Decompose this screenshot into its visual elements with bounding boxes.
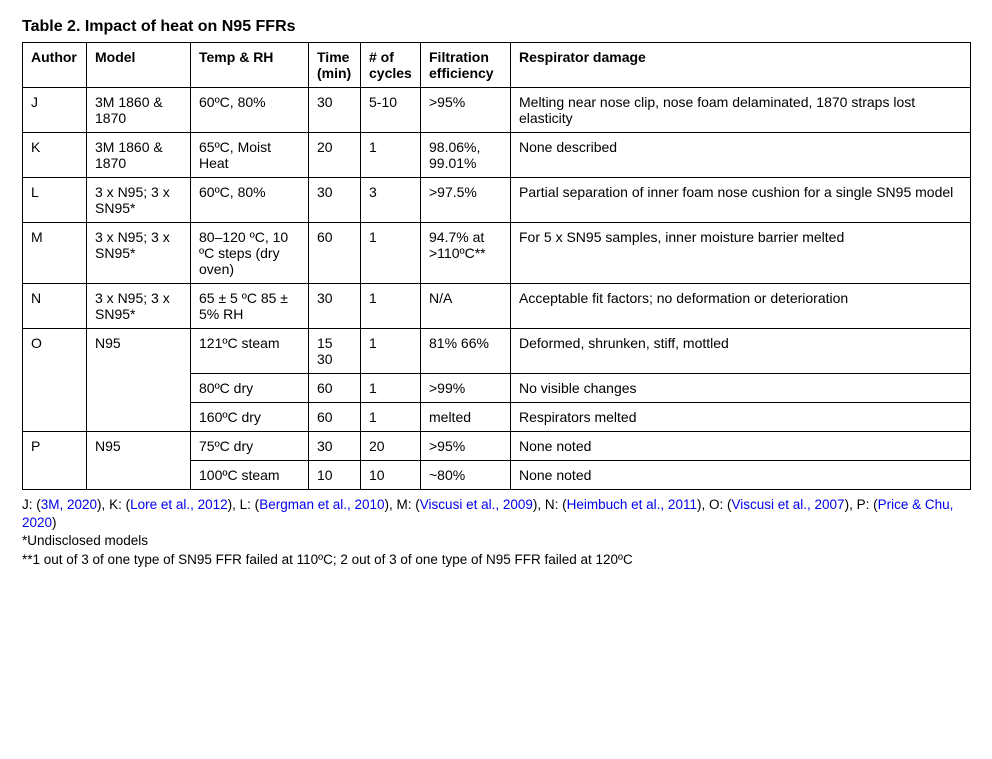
cell-time: 30 (309, 88, 361, 133)
cell-cycles: 1 (361, 403, 421, 432)
col-header-temp: Temp & RH (191, 43, 309, 88)
cell-model: 3M 1860 & 1870 (87, 88, 191, 133)
table-row: J 3M 1860 & 1870 60ºC, 80% 30 5-10 >95% … (23, 88, 971, 133)
cell-cycles: 3 (361, 178, 421, 223)
cell-filtration: 98.06%, 99.01% (421, 133, 511, 178)
footnote-failure: **1 out of 3 of one type of SN95 FFR fai… (22, 551, 970, 569)
cell-damage: Melting near nose clip, nose foam delami… (511, 88, 971, 133)
cell-temp: 65ºC, Moist Heat (191, 133, 309, 178)
citation-link[interactable]: 3M, 2020 (41, 497, 97, 512)
cell-damage: Deformed, shrunken, stiff, mottled (511, 329, 971, 374)
cell-temp: 80–120 ºC, 10 ºC steps (dry oven) (191, 223, 309, 284)
table-row: M 3 x N95; 3 x SN95* 80–120 ºC, 10 ºC st… (23, 223, 971, 284)
cell-temp: 100ºC steam (191, 461, 309, 490)
citation-link[interactable]: Bergman et al., 2010 (259, 497, 384, 512)
cell-cycles: 10 (361, 461, 421, 490)
cell-damage: None noted (511, 432, 971, 461)
cell-temp: 65 ± 5 ºC 85 ± 5% RH (191, 284, 309, 329)
col-header-cycles: # of cycles (361, 43, 421, 88)
cell-filtration: 81% 66% (421, 329, 511, 374)
cell-temp: 75ºC dry (191, 432, 309, 461)
cell-damage: Acceptable fit factors; no deformation o… (511, 284, 971, 329)
cell-time: 30 (309, 178, 361, 223)
cell-filtration: melted (421, 403, 511, 432)
footnote-undisclosed: *Undisclosed models (22, 532, 970, 550)
cell-author: L (23, 178, 87, 223)
cell-model: N95 (87, 329, 191, 432)
footnote-refs: J: (3M, 2020), K: (Lore et al., 2012), L… (22, 496, 970, 532)
cell-filtration: >99% (421, 374, 511, 403)
cell-cycles: 1 (361, 329, 421, 374)
col-header-author: Author (23, 43, 87, 88)
cell-damage: No visible changes (511, 374, 971, 403)
cell-damage: Partial separation of inner foam nose cu… (511, 178, 971, 223)
col-header-filtration: Filtration efficiency (421, 43, 511, 88)
heat-impact-table: Author Model Temp & RH Time (min) # of c… (22, 42, 971, 490)
table-row: N 3 x N95; 3 x SN95* 65 ± 5 ºC 85 ± 5% R… (23, 284, 971, 329)
cell-cycles: 20 (361, 432, 421, 461)
cell-filtration: ~80% (421, 461, 511, 490)
cell-temp: 60ºC, 80% (191, 178, 309, 223)
citation-link[interactable]: Viscusi et al., 2009 (420, 497, 533, 512)
table-header-row: Author Model Temp & RH Time (min) # of c… (23, 43, 971, 88)
cell-time: 60 (309, 374, 361, 403)
cell-model: N95 (87, 432, 191, 490)
citation-link[interactable]: Viscusi et al., 2007 (731, 497, 844, 512)
table-footnotes: J: (3M, 2020), K: (Lore et al., 2012), L… (22, 496, 970, 569)
cell-time: 20 (309, 133, 361, 178)
col-header-model: Model (87, 43, 191, 88)
table-row: O N95 121ºC steam 15 30 1 81% 66% Deform… (23, 329, 971, 374)
cell-author: O (23, 329, 87, 432)
table-caption: Table 2. Impact of heat on N95 FFRs (22, 18, 970, 36)
cell-time: 30 (309, 284, 361, 329)
cell-model: 3 x N95; 3 x SN95* (87, 223, 191, 284)
cell-temp: 80ºC dry (191, 374, 309, 403)
col-header-time: Time (min) (309, 43, 361, 88)
table-row: L 3 x N95; 3 x SN95* 60ºC, 80% 30 3 >97.… (23, 178, 971, 223)
cell-temp: 121ºC steam (191, 329, 309, 374)
cell-filtration: 94.7% at >110ºC** (421, 223, 511, 284)
cell-damage: For 5 x SN95 samples, inner moisture bar… (511, 223, 971, 284)
cell-author: M (23, 223, 87, 284)
citation-link[interactable]: Heimbuch et al., 2011 (567, 497, 697, 512)
cell-time: 10 (309, 461, 361, 490)
cell-time: 30 (309, 432, 361, 461)
cell-cycles: 1 (361, 133, 421, 178)
cell-damage: None noted (511, 461, 971, 490)
cell-temp: 60ºC, 80% (191, 88, 309, 133)
cell-cycles: 1 (361, 374, 421, 403)
col-header-damage: Respirator damage (511, 43, 971, 88)
cell-cycles: 5-10 (361, 88, 421, 133)
cell-temp: 160ºC dry (191, 403, 309, 432)
cell-cycles: 1 (361, 223, 421, 284)
cell-author: K (23, 133, 87, 178)
cell-damage: Respirators melted (511, 403, 971, 432)
cell-author: J (23, 88, 87, 133)
cell-filtration: >95% (421, 88, 511, 133)
table-row: K 3M 1860 & 1870 65ºC, Moist Heat 20 1 9… (23, 133, 971, 178)
cell-author: P (23, 432, 87, 490)
cell-filtration: >95% (421, 432, 511, 461)
cell-time: 60 (309, 223, 361, 284)
cell-damage: None described (511, 133, 971, 178)
cell-model: 3M 1860 & 1870 (87, 133, 191, 178)
cell-time: 60 (309, 403, 361, 432)
cell-model: 3 x N95; 3 x SN95* (87, 284, 191, 329)
cell-filtration: >97.5% (421, 178, 511, 223)
cell-author: N (23, 284, 87, 329)
cell-time: 15 30 (309, 329, 361, 374)
cell-cycles: 1 (361, 284, 421, 329)
citation-link[interactable]: Lore et al., 2012 (130, 497, 228, 512)
cell-model: 3 x N95; 3 x SN95* (87, 178, 191, 223)
table-row: P N95 75ºC dry 30 20 >95% None noted (23, 432, 971, 461)
cell-filtration: N/A (421, 284, 511, 329)
